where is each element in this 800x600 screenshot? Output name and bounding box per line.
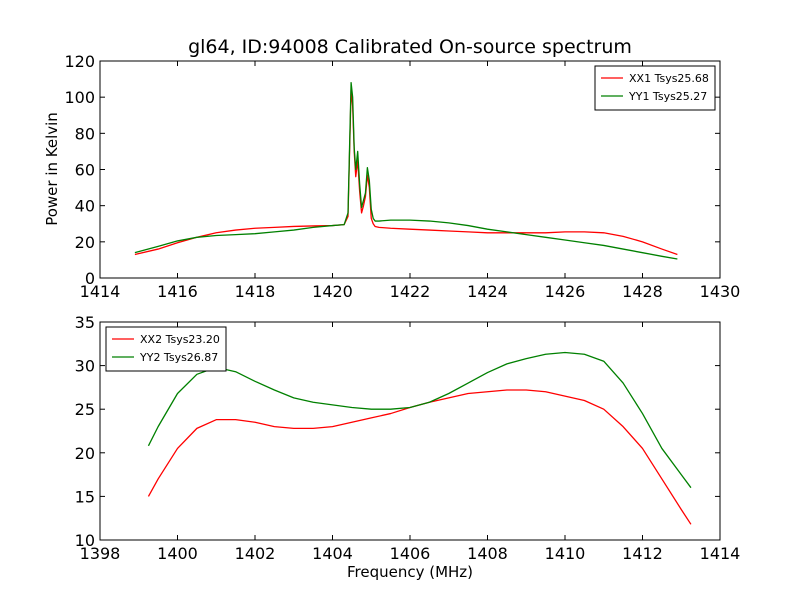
x-tick-label: 1408 <box>467 544 508 563</box>
y-tick-label: 10 <box>75 531 95 550</box>
y-tick-label: 15 <box>75 487 95 506</box>
y-tick-label: 25 <box>75 400 95 419</box>
series-line-2 <box>134 82 678 260</box>
x-tick-label: 1426 <box>545 282 586 301</box>
y-tick-label: 0 <box>85 269 95 288</box>
series-line-1 <box>134 89 678 256</box>
y-tick-label: 100 <box>64 88 95 107</box>
x-tick-label: 1404 <box>312 544 353 563</box>
x-tick-label: 1398 <box>80 544 121 563</box>
series-line-2 <box>147 351 692 489</box>
x-tick-label: 1424 <box>467 282 508 301</box>
y-tick-label: 120 <box>64 52 95 71</box>
bottom-panel: 1398 1400 1402 1404 1406 1408 1410 1412 1414 10 15… <box>75 313 741 563</box>
legend: XX2 Tsys23.20 YY2 Tsys26.87 <box>105 326 227 372</box>
y-tick-label: 40 <box>75 197 95 216</box>
legend-label: XX2 Tsys23.20 <box>140 333 220 346</box>
y-tick-label: 60 <box>75 161 95 180</box>
y-tick-label: 20 <box>75 233 95 252</box>
legend: XX1 Tsys25.68 YY1 Tsys25.27 <box>594 65 716 111</box>
figure-title: gl64, ID:94008 Calibrated On-source spec… <box>188 36 632 58</box>
y-tick-label: 80 <box>75 124 95 143</box>
legend-label: YY1 Tsys25.27 <box>628 90 707 103</box>
x-tick-label: 1420 <box>312 282 353 301</box>
x-tick-label: 1414 <box>700 544 741 563</box>
x-tick-label: 1430 <box>700 282 741 301</box>
x-tick-label: 1412 <box>622 544 663 563</box>
legend-label: YY2 Tsys26.87 <box>139 351 218 364</box>
x-tick-label: 1406 <box>390 544 431 563</box>
x-tick-label: 1416 <box>157 282 198 301</box>
legend-label: XX1 Tsys25.68 <box>629 72 709 85</box>
x-tick-label: 1414 <box>80 282 121 301</box>
x-tick-label: 1428 <box>622 282 663 301</box>
series-line-1 <box>147 389 692 525</box>
legend-box <box>594 65 716 111</box>
x-tick-label: 1410 <box>545 544 586 563</box>
x-tick-label: 1402 <box>235 544 276 563</box>
top-panel: 1414 1416 1418 1420 1422 1424 1426 1428 1430 0 20 4… <box>64 52 740 301</box>
x-axis-label: Frequency (MHz) <box>347 563 473 581</box>
legend-box <box>105 326 227 372</box>
y-tick-label: 30 <box>75 357 95 376</box>
y-axis-label: Power in Kelvin <box>43 112 61 226</box>
y-tick-label: 20 <box>75 444 95 463</box>
y-tick-label: 35 <box>75 313 95 332</box>
x-tick-label: 1400 <box>157 544 198 563</box>
x-tick-label: 1422 <box>390 282 431 301</box>
x-tick-label: 1418 <box>235 282 276 301</box>
